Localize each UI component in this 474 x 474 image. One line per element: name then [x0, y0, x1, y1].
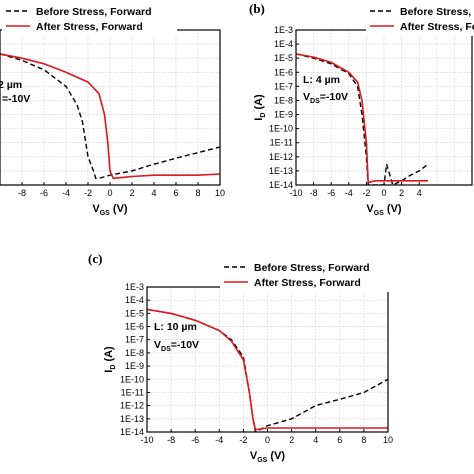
- y-tick-label: 1E-13: [120, 414, 144, 424]
- x-tick-label: 6: [337, 435, 342, 445]
- x-tick-label: -8: [167, 435, 175, 445]
- legend-entry: Before Stress, Forward: [400, 6, 474, 18]
- legend-entry: After Stress, Forward: [400, 21, 474, 33]
- legend-entry: Before Stress, Forward: [254, 262, 370, 274]
- y-tick-label: 1E-7: [274, 81, 293, 91]
- legend-background: [220, 260, 395, 292]
- x-tick-label: 10: [215, 188, 225, 198]
- x-axis-label: VGS (V): [250, 450, 286, 464]
- y-tick-label: 1E-4: [125, 295, 144, 305]
- x-tick-label: -10: [140, 435, 153, 445]
- x-tick-label: 2: [289, 435, 294, 445]
- channel-length-label: 2 µm: [0, 79, 22, 91]
- x-axis-label: VGS (V): [92, 203, 128, 217]
- y-tick-label: 1E-3: [274, 25, 293, 35]
- legend-entry: After Stress, Forward: [254, 277, 361, 289]
- x-tick-label: 10: [383, 435, 393, 445]
- y-tick-label: 1E-9: [125, 361, 144, 371]
- x-tick-label: -2: [84, 188, 92, 198]
- x-tick-label: 2: [129, 188, 134, 198]
- chart-panel-3: -10 -8 -6 -4 -2 0 2 4 6 8 10 1E-3 1E-4 1E-5 1E-6 1E-7 1E…: [88, 251, 395, 464]
- y-tick-label: 1E-6: [274, 67, 293, 77]
- series-line-before-stress: [0, 53, 220, 180]
- x-tick-label: -4: [62, 188, 70, 198]
- series-line-after-stress: [0, 53, 220, 180]
- y-tick-label: 1E-5: [125, 308, 144, 318]
- x-tick-label: -6: [40, 188, 48, 198]
- series-line-after-stress: [296, 53, 428, 184]
- channel-length-label: L: 10 µm: [154, 321, 197, 333]
- legend: Before Stress, Forward After Stress, Forw…: [2, 4, 177, 36]
- panel-label: (b): [249, 1, 265, 16]
- x-tick-label: -6: [327, 188, 335, 198]
- y-tick-label: 1E-4: [274, 39, 293, 49]
- x-tick-label: -8: [18, 188, 26, 198]
- x-tick-label: 8: [361, 435, 366, 445]
- legend: Before Stress, Forward After Stress, Forw…: [366, 4, 474, 36]
- y-tick-label: 1E-6: [125, 322, 144, 332]
- x-tick-label: 4: [417, 188, 422, 198]
- y-tick-label: 1E-10: [120, 374, 144, 384]
- legend-entry: Before Stress, Forward: [36, 6, 152, 18]
- x-tick-label: 4: [151, 188, 156, 198]
- chart-panel-2: -10 -8 -6 -4 -2 0 2 4 1E-3 1E-4 1E-5 1E-6 1E-7 1E-8 1E…: [249, 1, 474, 217]
- legend-entry: After Stress, Forward: [36, 21, 143, 33]
- drain-voltage-label: =-10V: [2, 93, 30, 105]
- y-tick-label: 1E-8: [274, 95, 293, 105]
- x-tick-label: 0: [381, 188, 386, 198]
- y-tick-label: 1E-14: [269, 180, 293, 190]
- y-tick-label: 1E-10: [269, 124, 293, 134]
- x-tick-label: -2: [362, 188, 370, 198]
- y-tick-label: 1E-8: [125, 348, 144, 358]
- x-tick-label: -2: [239, 435, 247, 445]
- series-line-before-stress: [296, 53, 429, 185]
- y-axis-label: ID (A): [103, 346, 117, 373]
- x-tick-label: 0: [107, 188, 112, 198]
- drain-voltage-label: VDS=-10V: [154, 339, 199, 353]
- y-tick-label: 1E-13: [269, 166, 293, 176]
- grid: [147, 287, 388, 432]
- x-tick-label: 8: [195, 188, 200, 198]
- x-tick-label: 6: [173, 188, 178, 198]
- y-tick-label: 1E-9: [274, 110, 293, 120]
- x-tick-label: -6: [191, 435, 199, 445]
- x-tick-label: -4: [215, 435, 223, 445]
- legend-background: [2, 4, 177, 36]
- x-tick-label: 4: [313, 435, 318, 445]
- y-tick-label: 1E-14: [120, 427, 144, 437]
- legend: Before Stress, Forward After Stress, Forw…: [220, 260, 395, 292]
- y-tick-label: 1E-5: [274, 53, 293, 63]
- plot-frame: [295, 29, 473, 186]
- grid: [0, 30, 220, 185]
- legend-background: [366, 4, 474, 36]
- y-axis-label: ID (A): [253, 94, 267, 121]
- chart-panel-1: -8 -6 -4 -2 0 2 4 6 8 10 VGS (V) Before Stress, For…: [0, 4, 225, 217]
- panel-label: (c): [88, 251, 102, 266]
- x-tick-label: 2: [399, 188, 404, 198]
- y-tick-label: 1E-11: [270, 138, 293, 148]
- x-tick-label: 0: [265, 435, 270, 445]
- x-tick-label: -4: [345, 188, 353, 198]
- series-line-after-stress: [147, 308, 388, 431]
- x-axis-label: VGS (V): [366, 203, 402, 217]
- y-tick-label: 1E-12: [120, 401, 144, 411]
- y-tick-label: 1E-12: [269, 152, 293, 162]
- x-tick-label: -10: [289, 188, 302, 198]
- y-tick-label: 1E-7: [125, 335, 144, 345]
- drain-voltage-label: VDS=-10V: [303, 91, 348, 105]
- x-tick-label: -8: [310, 188, 318, 198]
- y-tick-label: 1E-11: [121, 387, 144, 397]
- y-tick-label: 1E-3: [125, 282, 144, 292]
- channel-length-label: L: 4 µm: [303, 74, 340, 86]
- grid: [296, 30, 472, 185]
